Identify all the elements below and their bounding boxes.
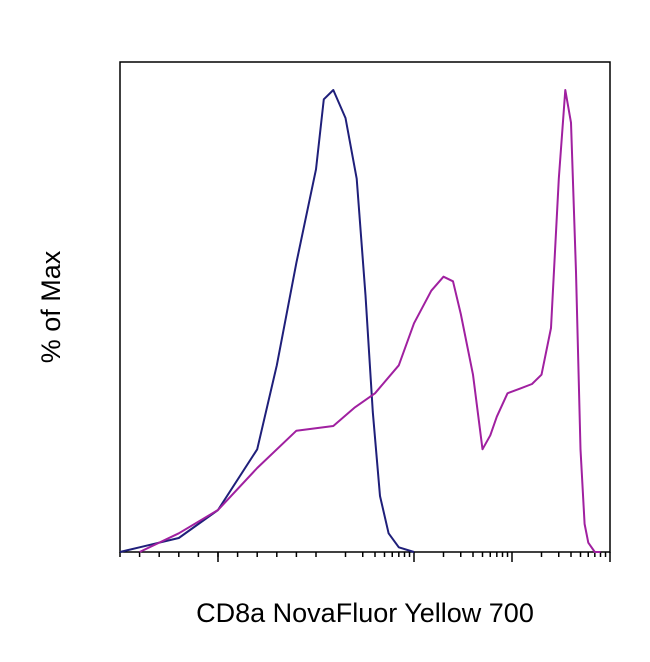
series-line-1 <box>119 89 415 553</box>
series-layer <box>119 89 601 553</box>
series-line-2 <box>139 89 601 553</box>
x-axis-label: CD8a NovaFluor Yellow 700 <box>196 598 534 628</box>
plot-frame <box>119 61 611 553</box>
y-axis-label: % of Max <box>36 250 66 363</box>
x-axis-ticks <box>119 552 611 562</box>
